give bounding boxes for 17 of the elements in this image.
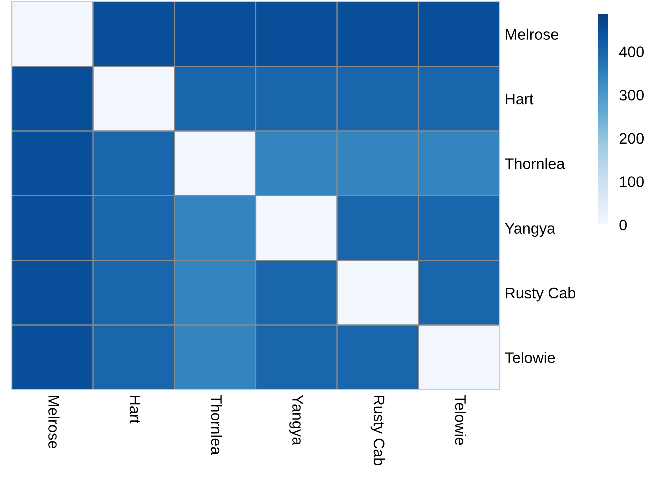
x-tick-label: Melrose <box>48 396 60 449</box>
color-bar-label: 400 <box>619 46 644 58</box>
x-tick-label: Rusty Cab <box>370 396 386 466</box>
y-tick-label: Hart <box>506 94 534 105</box>
x-tick-label: Thornlea <box>211 395 222 456</box>
x-tick-label: Yangya <box>290 395 304 446</box>
color-bar-label: 0 <box>620 220 628 231</box>
y-tick-label: Rusty Cab <box>506 287 576 302</box>
color-bar-label: 200 <box>620 133 644 144</box>
x-tick-label: Telowie <box>455 395 466 446</box>
color-bar-label: 300 <box>620 90 644 101</box>
y-tick-label: Yangya <box>505 223 556 238</box>
y-tick-label: Telowie <box>505 352 556 364</box>
color-bar-label: 100 <box>620 176 644 188</box>
y-tick-label: Thornlea <box>505 158 566 170</box>
x-tick-label: Hart <box>130 396 141 424</box>
y-tick-label: Melrose <box>506 28 559 40</box>
